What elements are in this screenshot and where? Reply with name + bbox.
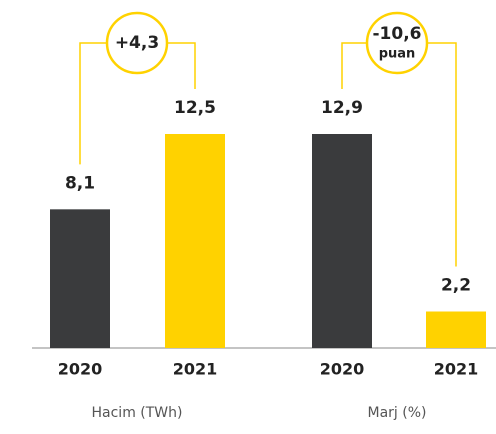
annotation: +4,3	[115, 33, 159, 53]
bar	[426, 311, 486, 348]
annotation-circle	[105, 11, 169, 75]
x-tick-label: 2021	[173, 360, 218, 379]
value-label: 12,9	[321, 98, 363, 118]
annotation-circle	[365, 11, 429, 75]
bar	[165, 134, 225, 348]
value-label: 8,1	[65, 173, 95, 193]
bracket	[427, 42, 457, 267]
annotation: -10,6	[373, 24, 422, 44]
x-tick-label: 2020	[320, 360, 365, 379]
bar	[312, 134, 372, 348]
value-label: 12,5	[174, 98, 216, 118]
annotation: puan	[379, 47, 416, 62]
bar	[50, 209, 110, 348]
x-tick-label: 2021	[434, 360, 479, 379]
bracket	[341, 42, 367, 89]
bracket	[79, 42, 107, 165]
value-label: 2,2	[441, 276, 471, 296]
x-axis-label: Marj (%)	[368, 405, 427, 421]
x-tick-label: 2020	[58, 360, 103, 379]
x-axis-label: Hacim (TWh)	[92, 405, 183, 421]
bracket	[167, 42, 196, 89]
